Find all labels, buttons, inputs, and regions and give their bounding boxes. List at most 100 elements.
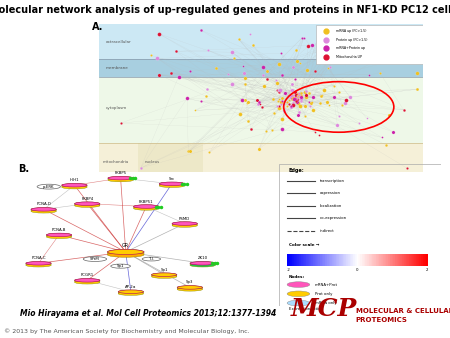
Ellipse shape (172, 223, 198, 226)
Ellipse shape (172, 224, 198, 227)
Text: PCNA-D: PCNA-D (36, 202, 51, 207)
Ellipse shape (287, 300, 310, 306)
Text: GR: GR (122, 243, 129, 248)
Ellipse shape (159, 182, 184, 186)
Ellipse shape (172, 222, 198, 225)
Ellipse shape (287, 291, 310, 297)
Text: mitochondria: mitochondria (102, 160, 129, 164)
Ellipse shape (46, 233, 72, 237)
Ellipse shape (62, 184, 87, 187)
Ellipse shape (31, 210, 56, 213)
Ellipse shape (26, 262, 51, 265)
Ellipse shape (159, 182, 184, 186)
Text: Mitochondria UP: Mitochondria UP (336, 54, 361, 58)
Ellipse shape (190, 262, 216, 265)
Ellipse shape (152, 273, 177, 276)
Ellipse shape (62, 185, 87, 188)
Ellipse shape (177, 286, 202, 289)
Ellipse shape (108, 176, 133, 180)
Ellipse shape (108, 252, 144, 257)
Text: Molecular network analysis of up-regulated genes and proteins in NF1-KD PC12 cel: Molecular network analysis of up-regulat… (0, 5, 450, 15)
Text: Mio Hirayama et al. Mol Cell Proteomics 2013;12:1377-1394: Mio Hirayama et al. Mol Cell Proteomics … (20, 309, 277, 318)
Ellipse shape (75, 203, 100, 207)
Ellipse shape (108, 251, 144, 256)
Ellipse shape (111, 264, 130, 268)
Text: MOLECULAR & CELLULAR
PROTEOMICS: MOLECULAR & CELLULAR PROTEOMICS (356, 308, 450, 323)
Text: co-expression: co-expression (320, 216, 346, 220)
Ellipse shape (31, 209, 56, 212)
Ellipse shape (177, 287, 202, 290)
Text: -2: -2 (287, 268, 291, 271)
Ellipse shape (31, 208, 56, 211)
Text: transcription: transcription (320, 179, 345, 183)
Ellipse shape (75, 202, 100, 206)
Text: A.: A. (92, 22, 104, 32)
Ellipse shape (75, 280, 100, 283)
Ellipse shape (26, 262, 51, 265)
Text: 0: 0 (356, 268, 358, 271)
Text: ZK10: ZK10 (198, 256, 208, 260)
Ellipse shape (62, 184, 87, 187)
Ellipse shape (31, 208, 56, 211)
Text: T.I.: T.I. (148, 257, 154, 261)
Ellipse shape (134, 205, 159, 208)
Ellipse shape (190, 263, 216, 266)
Bar (99, 77, 423, 143)
Text: PCNA-C: PCNA-C (31, 256, 46, 260)
Ellipse shape (108, 176, 133, 180)
Text: mRNA only: mRNA only (315, 301, 336, 305)
Text: Color scale →: Color scale → (289, 243, 319, 247)
Ellipse shape (152, 274, 177, 277)
Ellipse shape (26, 263, 51, 266)
Text: FKBP4: FKBP4 (81, 197, 94, 201)
Text: mRNA up (FC>1.5): mRNA up (FC>1.5) (336, 29, 366, 33)
Text: B.: B. (18, 164, 29, 174)
Ellipse shape (118, 290, 144, 293)
Ellipse shape (152, 275, 177, 279)
Text: Prot only: Prot only (315, 292, 332, 296)
Ellipse shape (134, 207, 159, 210)
Text: mRNA+Protein up: mRNA+Protein up (336, 46, 364, 50)
Ellipse shape (46, 234, 72, 238)
Bar (99, 143, 423, 172)
Ellipse shape (46, 235, 72, 239)
Text: FKBP51: FKBP51 (139, 199, 153, 203)
Text: 2: 2 (426, 268, 428, 271)
Ellipse shape (108, 249, 144, 255)
Ellipse shape (75, 281, 100, 284)
Text: mRNA+Prot: mRNA+Prot (315, 283, 338, 287)
Text: Sp1: Sp1 (117, 264, 124, 268)
Ellipse shape (118, 292, 144, 295)
Ellipse shape (177, 288, 202, 291)
Text: nucleus: nucleus (144, 160, 159, 164)
Ellipse shape (287, 282, 310, 287)
Ellipse shape (118, 290, 144, 293)
Text: Protein up (FC>1.5): Protein up (FC>1.5) (336, 38, 367, 42)
Text: H-H1: H-H1 (70, 178, 79, 182)
Bar (138, 143, 202, 172)
Text: © 2013 by The American Society for Biochemistry and Molecular Biology, Inc.: © 2013 by The American Society for Bioch… (4, 328, 250, 334)
Text: localization: localization (320, 204, 342, 208)
Ellipse shape (142, 257, 161, 261)
Ellipse shape (134, 206, 159, 209)
Text: cytoplasm: cytoplasm (105, 106, 127, 111)
Ellipse shape (108, 177, 133, 181)
Bar (316, 25, 426, 64)
Ellipse shape (159, 184, 184, 188)
Ellipse shape (75, 202, 100, 206)
Text: AP-2α: AP-2α (125, 285, 136, 289)
Ellipse shape (46, 233, 72, 237)
Text: Sp1: Sp1 (161, 268, 168, 272)
Text: Src: Src (169, 177, 175, 181)
Text: Edge:: Edge: (289, 168, 304, 173)
Ellipse shape (134, 205, 159, 208)
Text: FCGR1: FCGR1 (81, 273, 94, 277)
Text: Expression ratio:: Expression ratio: (289, 307, 322, 311)
Text: indirect: indirect (320, 229, 334, 233)
Ellipse shape (177, 286, 202, 289)
Ellipse shape (62, 186, 87, 189)
Ellipse shape (75, 279, 100, 282)
Ellipse shape (108, 178, 133, 182)
Ellipse shape (159, 183, 184, 187)
Text: expression: expression (320, 191, 341, 195)
